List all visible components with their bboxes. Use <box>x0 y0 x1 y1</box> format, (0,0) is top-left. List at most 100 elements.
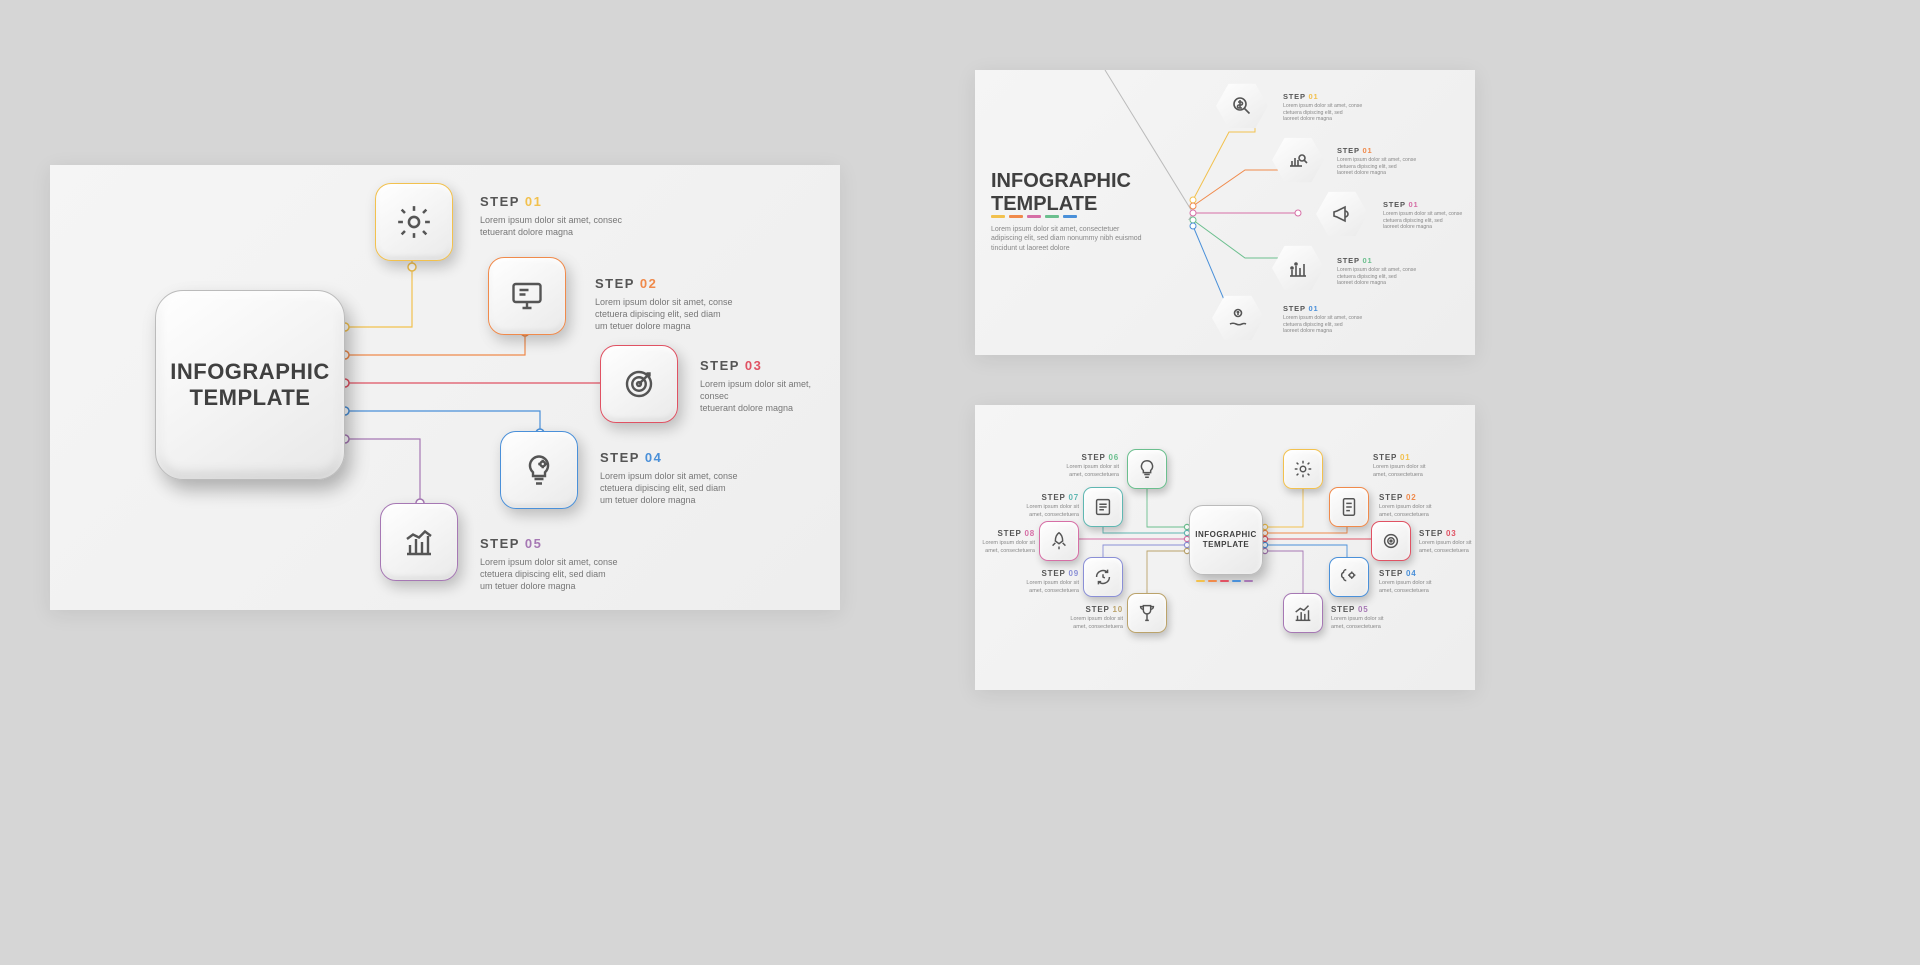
step-desc: Lorem ipsum dolor sit amet, conse ctetue… <box>1283 315 1362 335</box>
step-num: 04 <box>645 450 662 465</box>
panel-b-step-3-text: STEP 01 Lorem ipsum dolor sit amet, cons… <box>1383 200 1462 231</box>
panel-c-r4-text: STEP 04Lorem ipsum dolor sit amet, conse… <box>1379 569 1432 595</box>
analytics-icon <box>1286 256 1310 280</box>
panel-b-step-2-text: STEP 01 Lorem ipsum dolor sit amet, cons… <box>1337 146 1416 177</box>
panel-a-step-3-text: STEP 03 Lorem ipsum dolor sit amet, cons… <box>700 357 840 414</box>
panel-c: INFOGRAPHIC TEMPLATE STEP 01Lorem ipsum … <box>975 405 1475 690</box>
panel-b-accent <box>991 215 1077 218</box>
step-label: STEP <box>595 276 635 291</box>
panel-a-step-5-text: STEP 05 Lorem ipsum dolor sit amet, cons… <box>480 535 618 592</box>
panel-c-l5 <box>1127 593 1167 633</box>
step-label: STEP <box>600 450 640 465</box>
target-icon <box>621 366 657 402</box>
panel-c-l3 <box>1039 521 1079 561</box>
step-label: STEP <box>1383 200 1406 209</box>
gear-icon <box>1292 458 1314 480</box>
step-num: 01 <box>1309 304 1319 313</box>
cycle-icon <box>1092 566 1114 588</box>
panel-a-hub-title: INFOGRAPHIC TEMPLATE <box>170 359 330 412</box>
step-label: STEP <box>1283 304 1306 313</box>
list-icon <box>1092 496 1114 518</box>
panel-c-l4 <box>1083 557 1123 597</box>
panel-c-hub-title: INFOGRAPHIC TEMPLATE <box>1195 530 1257 549</box>
panel-a-node-2 <box>488 257 566 335</box>
target-icon <box>1380 530 1402 552</box>
step-num: 02 <box>640 276 657 291</box>
step-label: STEP <box>1337 256 1360 265</box>
step-num: 01 <box>1363 146 1373 155</box>
panel-c-r3-text: STEP 03Lorem ipsum dolor sit amet, conse… <box>1419 529 1472 555</box>
step-desc: Lorem ipsum dolor sit amet, conse ctetue… <box>600 470 738 506</box>
panel-c-l5-text: STEP 10Lorem ipsum dolor sit amet, conse… <box>1033 605 1123 631</box>
dollar-magnify-icon <box>1230 94 1254 118</box>
trophy-icon <box>1136 602 1158 624</box>
panel-c-r2-text: STEP 02Lorem ipsum dolor sit amet, conse… <box>1379 493 1432 519</box>
panel-b-title: INFOGRAPHIC TEMPLATE <box>991 170 1131 216</box>
rocket-icon <box>1048 530 1070 552</box>
bulb-gear-icon <box>521 452 557 488</box>
step-desc: Lorem ipsum dolor sit amet, conse ctetue… <box>1337 157 1416 177</box>
step-num: 01 <box>525 194 542 209</box>
panel-a-node-4 <box>500 431 578 509</box>
panel-c-l1 <box>1127 449 1167 489</box>
lamp-icon <box>1136 458 1158 480</box>
panel-c-r4 <box>1329 557 1369 597</box>
panel-b-hex-1 <box>1215 82 1269 130</box>
panel-b-intro: Lorem ipsum dolor sit amet, consectetuer… <box>991 225 1151 253</box>
monitor-icon <box>509 278 545 314</box>
step-label: STEP <box>700 358 740 373</box>
step-desc: Lorem ipsum dolor sit amet, consec tetue… <box>700 378 840 414</box>
panel-a-step-4-text: STEP 04 Lorem ipsum dolor sit amet, cons… <box>600 449 738 506</box>
gear-icon <box>395 203 433 241</box>
panel-c-r1 <box>1283 449 1323 489</box>
step-num: 03 <box>745 358 762 373</box>
step-desc: Lorem ipsum dolor sit amet, conse ctetue… <box>595 296 733 332</box>
step-num: 05 <box>525 536 542 551</box>
panel-b-step-1-text: STEP 01 Lorem ipsum dolor sit amet, cons… <box>1283 92 1362 123</box>
megaphone-icon <box>1330 202 1354 226</box>
doc-icon <box>1338 496 1360 518</box>
panel-c-l3-text: STEP 08Lorem ipsum dolor sit amet, conse… <box>965 529 1035 555</box>
panel-c-l2-text: STEP 07Lorem ipsum dolor sit amet, conse… <box>1003 493 1079 519</box>
hand-coin-icon <box>1226 306 1250 330</box>
panel-c-l2 <box>1083 487 1123 527</box>
step-num: 01 <box>1409 200 1419 209</box>
brain-icon <box>1338 566 1360 588</box>
panel-b-hex-3 <box>1315 190 1369 238</box>
panel-b-hex-2 <box>1271 136 1325 184</box>
panel-c-r2 <box>1329 487 1369 527</box>
chart-magnify-icon <box>1286 148 1310 172</box>
panel-c-r5 <box>1283 593 1323 633</box>
panel-a-step-1-text: STEP 01 Lorem ipsum dolor sit amet, cons… <box>480 193 622 238</box>
panel-c-r1-text: STEP 01Lorem ipsum dolor sit amet, conse… <box>1373 453 1426 479</box>
panel-b-step-5-text: STEP 01 Lorem ipsum dolor sit amet, cons… <box>1283 304 1362 335</box>
step-num: 01 <box>1309 92 1319 101</box>
panel-c-accent <box>1196 580 1253 582</box>
panel-b-hex-4 <box>1271 244 1325 292</box>
panel-a-node-1 <box>375 183 453 261</box>
step-desc: Lorem ipsum dolor sit amet, conse ctetue… <box>1337 267 1416 287</box>
step-desc: Lorem ipsum dolor sit amet, conse ctetue… <box>1283 103 1362 123</box>
step-label: STEP <box>480 194 520 209</box>
panel-a-hub: INFOGRAPHIC TEMPLATE <box>155 290 345 480</box>
step-num: 01 <box>1363 256 1373 265</box>
panel-c-r3 <box>1371 521 1411 561</box>
step-label: STEP <box>1337 146 1360 155</box>
step-label: STEP <box>480 536 520 551</box>
panel-c-l4-text: STEP 09Lorem ipsum dolor sit amet, conse… <box>1003 569 1079 595</box>
panel-c-r5-text: STEP 05Lorem ipsum dolor sit amet, conse… <box>1331 605 1384 631</box>
panel-a: INFOGRAPHIC TEMPLATE STEP 01 Lorem ipsum… <box>50 165 840 610</box>
step-desc: Lorem ipsum dolor sit amet, conse ctetue… <box>480 556 618 592</box>
panel-a-step-2-text: STEP 02 Lorem ipsum dolor sit amet, cons… <box>595 275 733 332</box>
panel-b-hex-5 <box>1211 294 1265 342</box>
panel-b: INFOGRAPHIC TEMPLATE Lorem ipsum dolor s… <box>975 70 1475 355</box>
panel-c-hub: INFOGRAPHIC TEMPLATE <box>1189 505 1263 575</box>
step-label: STEP <box>1283 92 1306 101</box>
bar-chart-icon <box>401 524 437 560</box>
panel-a-node-3 <box>600 345 678 423</box>
panel-b-step-4-text: STEP 01 Lorem ipsum dolor sit amet, cons… <box>1337 256 1416 287</box>
panel-c-l1-text: STEP 06Lorem ipsum dolor sit amet, conse… <box>1007 453 1119 479</box>
step-desc: Lorem ipsum dolor sit amet, conse ctetue… <box>1383 211 1462 231</box>
growth-icon <box>1292 602 1314 624</box>
step-desc: Lorem ipsum dolor sit amet, consec tetue… <box>480 214 622 238</box>
